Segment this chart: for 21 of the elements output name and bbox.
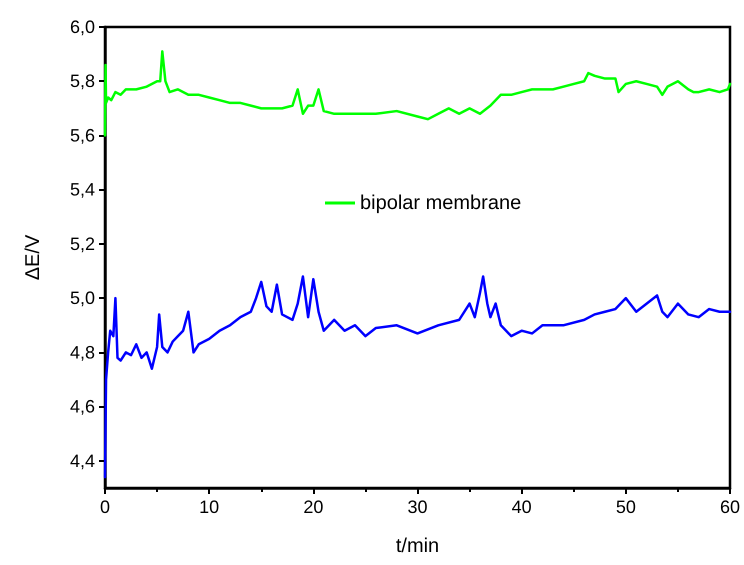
line-series [104, 275, 732, 478]
y-tick-label: 5,8 [70, 71, 95, 92]
y-tick-label: 4,8 [70, 342, 95, 362]
y-tick-label: 5,0 [70, 288, 95, 308]
x-tick-label: 0 [100, 497, 110, 517]
y-tick-label: 6,0 [70, 17, 95, 37]
y-tick-label: 4,6 [70, 396, 95, 417]
x-tick-label: 10 [199, 497, 220, 517]
y-tick-label: 5,2 [70, 234, 95, 254]
legend-label: bipolar membrane [360, 192, 522, 214]
y-tick-label: 4,4 [70, 450, 95, 471]
y-tick-label: 5,6 [70, 125, 95, 146]
x-tick-label: 50 [616, 497, 636, 517]
x-tick-label: 60 [720, 497, 740, 517]
x-tick-label: 20 [303, 497, 324, 517]
y-axis-title: ΔE/V [22, 234, 44, 280]
line-series [104, 50, 732, 137]
y-tick-label: 5,4 [70, 180, 95, 200]
x-axis-title: t/min [396, 535, 440, 557]
x-tick-label: 30 [407, 497, 428, 517]
x-tick-label: 40 [512, 497, 532, 517]
